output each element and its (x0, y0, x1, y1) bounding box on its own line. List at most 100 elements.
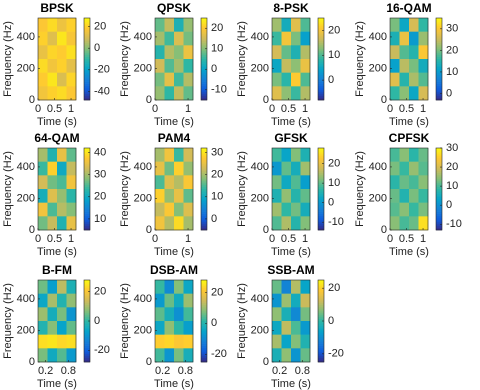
panel-title: SSB-AM (267, 263, 314, 277)
colorbar-swatch (201, 52, 207, 56)
colorbar-swatch (201, 294, 207, 297)
colorbar-swatch (436, 75, 442, 78)
colorbar-swatch (84, 205, 90, 208)
colorbar-swatch (84, 18, 90, 21)
colorbar-swatch (201, 343, 207, 346)
colorbar-swatch (318, 213, 324, 216)
heatmap-cell (291, 293, 301, 308)
colorbar-swatch (318, 355, 324, 359)
colorbar-swatch (318, 42, 324, 45)
colorbar-tick-label: 20 (328, 282, 340, 294)
colorbar-swatch (318, 34, 324, 37)
heatmap-cell (399, 175, 410, 190)
heatmap-cell (57, 307, 67, 322)
colorbar-swatch (201, 341, 207, 344)
colorbar-swatch (318, 22, 324, 25)
x-tick-label: 0.8 (178, 365, 193, 377)
colorbar-swatch (201, 191, 207, 194)
heatmap-cell (390, 216, 400, 231)
colorbar-swatch (84, 67, 90, 70)
colorbar-swatch (318, 314, 324, 318)
colorbar-swatch (201, 325, 207, 328)
colorbar-tick-label: 20 (446, 44, 458, 56)
colorbar-swatch (84, 225, 90, 229)
colorbar-tick-label: 10 (211, 43, 223, 55)
colorbar-swatch (201, 308, 207, 312)
heatmap-cell (57, 161, 67, 176)
colorbar-swatch (201, 50, 207, 54)
colorbar-swatch (436, 89, 442, 93)
heatmap-cell (281, 189, 292, 203)
colorbar-swatch (318, 184, 324, 188)
colorbar-swatch (201, 347, 207, 350)
colorbar-swatch (436, 50, 442, 54)
heatmap-cell (174, 216, 184, 231)
heatmap-cell (47, 189, 58, 203)
colorbar-swatch (318, 81, 324, 84)
colorbar-swatch (436, 184, 442, 188)
colorbar-swatch (84, 71, 90, 74)
colorbar-swatch (318, 223, 324, 227)
panel-title: 64-QAM (34, 131, 79, 145)
heatmap-cell (164, 72, 175, 87)
colorbar-swatch (436, 227, 442, 231)
colorbar-swatch (201, 87, 207, 91)
y-tick-label: 0 (29, 224, 35, 236)
heatmap-cell (281, 202, 292, 217)
colorbar-swatch (201, 158, 207, 161)
colorbar-swatch (84, 284, 90, 287)
heatmap-cell (47, 72, 58, 87)
colorbar-swatch (201, 207, 207, 210)
colorbar-swatch (436, 166, 442, 169)
colorbar-swatch (84, 73, 90, 76)
y-tick-label: 200 (369, 192, 387, 204)
colorbar-swatch (436, 83, 442, 86)
heatmap-cell (272, 59, 282, 73)
heatmap-cell (281, 18, 292, 32)
colorbar-swatch (84, 221, 90, 225)
colorbar-swatch (436, 197, 442, 200)
colorbar-swatch (84, 300, 90, 303)
colorbar-swatch (318, 351, 324, 355)
colorbar-swatch (318, 337, 324, 340)
heatmap-cell (174, 202, 184, 217)
panel-title: PAM4 (158, 131, 191, 145)
heatmap-cell (390, 175, 400, 190)
y-axis-label: Frequency (Hz) (119, 21, 131, 97)
x-axis-label: Time (s) (37, 116, 77, 128)
colorbar-swatch (436, 81, 442, 84)
colorbar-tick-label: 20 (446, 161, 458, 173)
colorbar-swatch (436, 156, 442, 159)
colorbar-tick-label: -10 (446, 218, 462, 230)
heatmap-cell (291, 161, 301, 176)
colorbar-swatch (318, 38, 324, 41)
colorbar-swatch (318, 335, 324, 338)
x-tick-label: 0.5 (47, 233, 62, 245)
heatmap-cell (281, 59, 292, 73)
colorbar-swatch (436, 20, 442, 23)
x-tick-label: 1 (302, 233, 308, 245)
colorbar-swatch (201, 203, 207, 206)
colorbar-swatch (318, 318, 324, 322)
heatmap-cell (300, 72, 311, 87)
heatmap-cell (281, 148, 292, 162)
heatmap-cell (155, 31, 165, 46)
colorbar-swatch (436, 205, 442, 208)
colorbar-tick-label: 30 (446, 142, 458, 154)
x-tick-label: 1 (302, 103, 308, 115)
heatmap-cell (174, 45, 184, 60)
panel-title: BPSK (40, 1, 74, 15)
colorbar-swatch (318, 347, 324, 350)
heatmap-cell (272, 148, 282, 162)
colorbar-tick-label: 20 (94, 21, 106, 33)
heatmap-cell (174, 72, 184, 87)
heatmap-cell (155, 18, 165, 32)
colorbar-swatch (436, 85, 442, 88)
y-tick-label: 0 (29, 94, 35, 106)
colorbar-swatch (318, 341, 324, 344)
colorbar-swatch (201, 95, 207, 99)
colorbar-swatch (318, 189, 324, 192)
heatmap-cell (57, 202, 67, 217)
colorbar-swatch (318, 63, 324, 66)
colorbar-swatch (201, 69, 207, 72)
